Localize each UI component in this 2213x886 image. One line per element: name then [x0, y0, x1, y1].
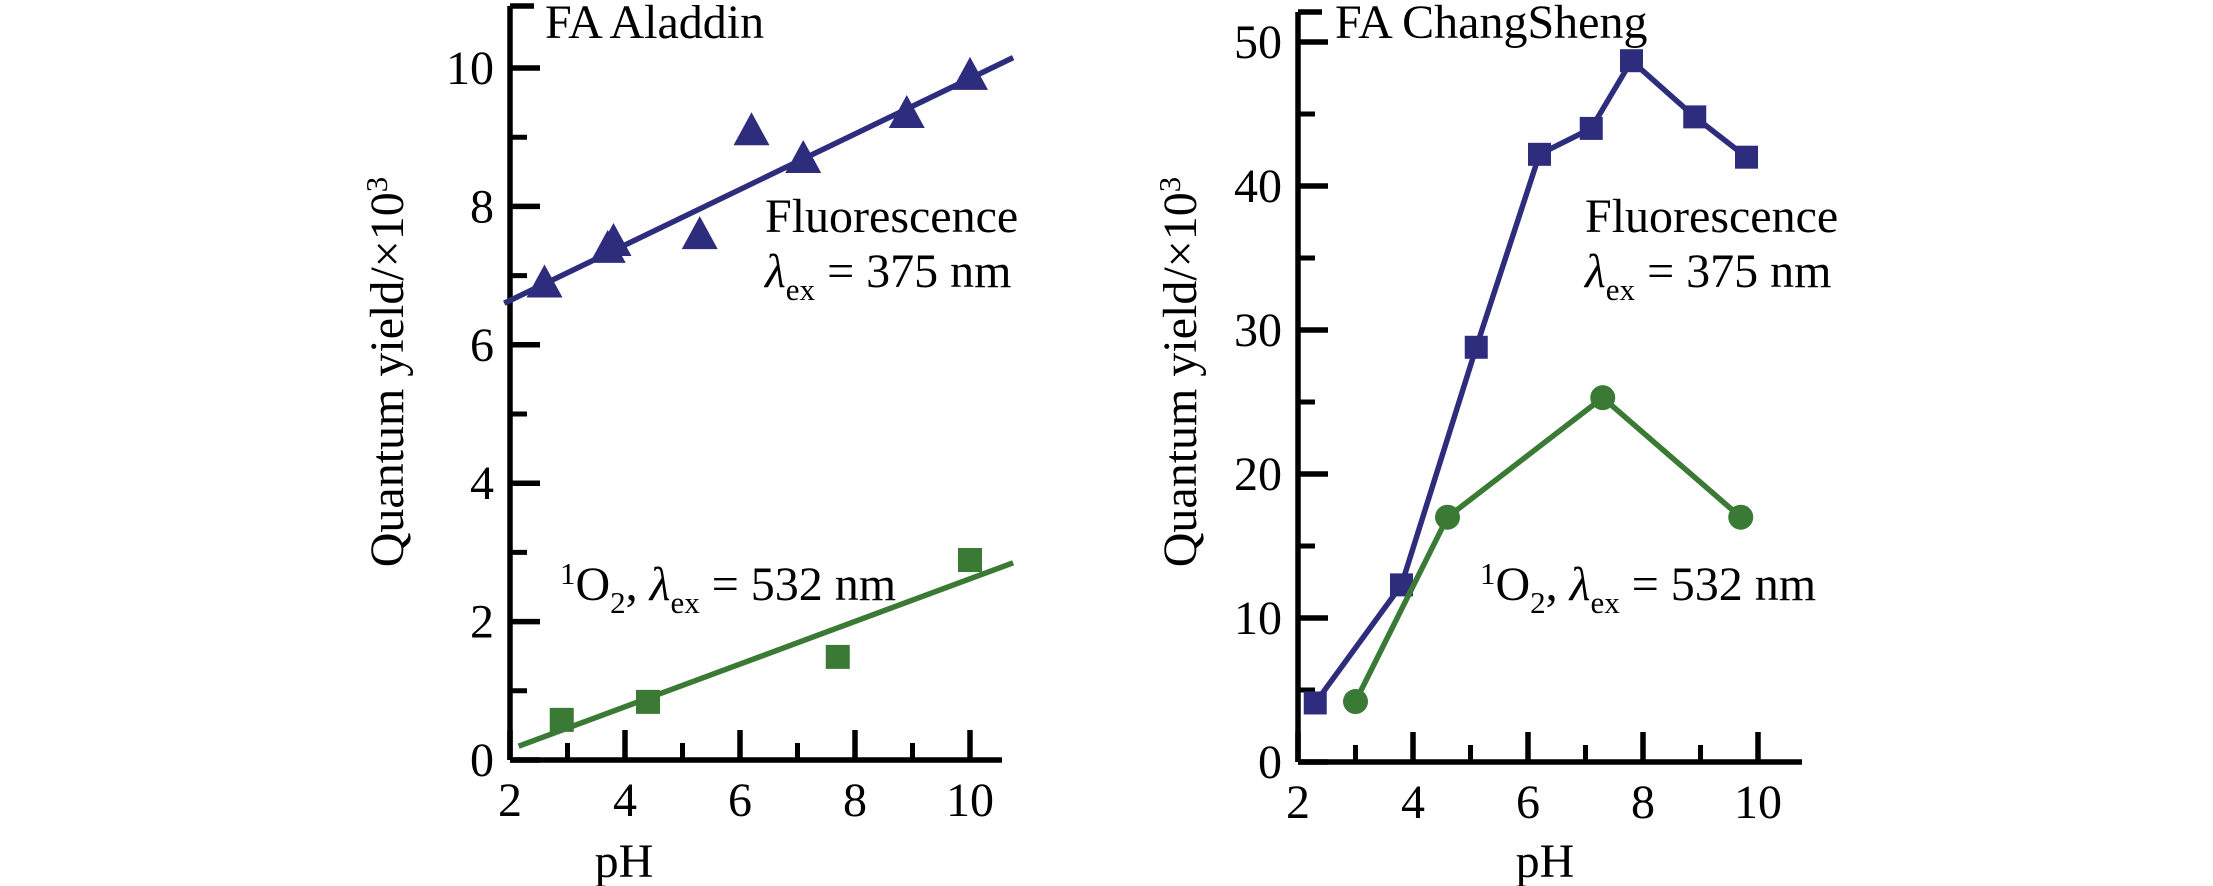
data-point — [952, 56, 988, 90]
data-point — [1683, 105, 1707, 129]
data-point — [1343, 689, 1368, 715]
data-point — [1464, 335, 1488, 359]
y-tick-label: 20 — [1234, 448, 1282, 501]
chart-title: FA ChangSheng — [1335, 0, 1647, 49]
x-axis-label: pH — [1516, 835, 1575, 886]
y-tick-label: 8 — [470, 180, 494, 233]
data-point — [1728, 504, 1754, 530]
singlet-oxygen-fit-line — [517, 560, 1015, 749]
x-tick-label: 4 — [613, 774, 637, 827]
x-tick-label: 2 — [498, 774, 522, 827]
data-point — [825, 644, 850, 669]
y-axis-label: Quantum yield/×103 — [359, 177, 414, 568]
y-tick-label: 40 — [1234, 160, 1282, 213]
singlet-oxygen-label: 1O2, λex = 532 nm — [560, 556, 896, 620]
fluorescence-label-line: λex = 375 nm — [1583, 245, 1831, 307]
singlet-oxygen-series — [1343, 385, 1754, 715]
data-point — [1735, 145, 1758, 169]
y-tick-label: 0 — [1258, 736, 1282, 789]
x-tick-label: 6 — [728, 774, 752, 827]
singlet-oxygen-label-line: 1O2, λex = 532 nm — [560, 556, 896, 620]
singlet-oxygen-label-line: 1O2, λex = 532 nm — [1480, 556, 1816, 620]
data-point — [1590, 385, 1616, 411]
y-tick-label: 4 — [470, 457, 494, 510]
data-point — [681, 216, 718, 250]
data-point — [1435, 504, 1460, 530]
data-point — [888, 94, 925, 128]
x-tick-label: 8 — [1631, 776, 1655, 829]
y-tick-label: 10 — [1234, 592, 1282, 645]
data-point — [1390, 573, 1413, 597]
data-point — [1620, 49, 1643, 73]
fluorescence-label-line: λex = 375 nm — [763, 245, 1011, 307]
data-point — [526, 264, 563, 298]
x-tick-label: 8 — [843, 774, 867, 827]
data-point — [636, 689, 660, 714]
fluorescence-label-line: Fluorescence — [765, 190, 1018, 243]
chart-title: FA Aladdin — [545, 0, 764, 49]
data-point — [1303, 691, 1327, 715]
x-tick-label: 10 — [1734, 776, 1782, 829]
singlet-oxygen-series — [517, 548, 1015, 749]
x-tick-label: 4 — [1401, 776, 1425, 829]
singlet-oxygen-line — [1353, 394, 1743, 703]
data-point — [733, 112, 770, 146]
y-tick-label: 30 — [1234, 304, 1282, 357]
data-point — [785, 139, 822, 173]
y-tick-label: 2 — [470, 596, 494, 649]
fluorescence-label-line: Fluorescence — [1585, 190, 1838, 243]
x-tick-label: 6 — [1516, 776, 1540, 829]
y-tick-label: 6 — [470, 319, 494, 372]
y-tick-label: 10 — [446, 42, 494, 95]
data-point — [549, 707, 574, 732]
chart-fa-changsheng: FA ChangSheng pH 2 4 6 8 10 0 10 20 30 40 50 Quantu… — [1152, 0, 1838, 886]
data-point — [1579, 116, 1603, 140]
fluorescence-series — [503, 55, 1015, 306]
data-point — [1528, 142, 1551, 166]
x-tick-label: 2 — [1286, 776, 1310, 829]
y-axis-label: Quantum yield/×103 — [1152, 177, 1207, 568]
x-axis-label: pH — [595, 835, 654, 886]
x-tick-label: 10 — [946, 774, 994, 827]
data-point — [595, 223, 632, 256]
data-point — [958, 548, 982, 573]
y-tick-label: 50 — [1234, 16, 1282, 69]
fluorescence-series — [1303, 49, 1758, 715]
y-tick-label: 0 — [470, 734, 494, 787]
fluorescence-fit-line — [503, 55, 1015, 306]
singlet-oxygen-label: 1O2, λex = 532 nm — [1480, 556, 1816, 620]
